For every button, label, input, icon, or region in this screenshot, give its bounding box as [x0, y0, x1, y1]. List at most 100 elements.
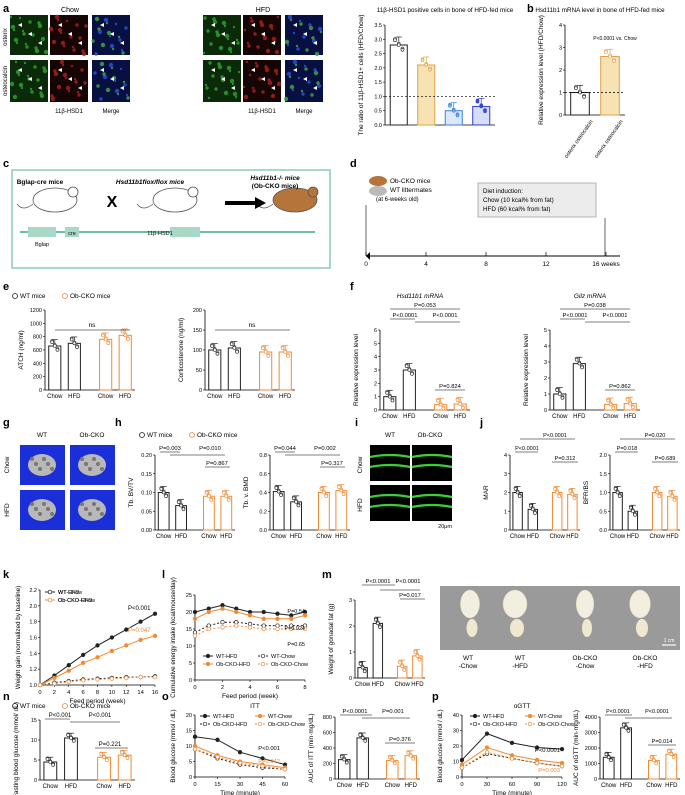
arrowhead-marker: [58, 68, 62, 72]
data-point: [475, 99, 480, 104]
micrograph: [50, 15, 88, 55]
cell-signal: [77, 93, 81, 97]
panel-letter-l: l: [162, 569, 165, 581]
cell-signal: [29, 87, 33, 91]
panel-letter-a: a: [3, 3, 10, 15]
cell-signal: [289, 84, 295, 90]
cell-signal: [37, 23, 43, 29]
calcein-label-line: [369, 463, 411, 469]
series-point: [192, 734, 198, 739]
bar: [203, 495, 215, 531]
cell-signal: [288, 75, 292, 79]
cell-signal: [302, 35, 306, 39]
p-pvalue: P<0.0001: [645, 709, 669, 715]
trabecular-bone: [28, 499, 56, 521]
series-point: [237, 760, 243, 766]
y-axis-label: Relative expression level (HFD/Chow): [538, 15, 545, 125]
data-point: [101, 333, 105, 338]
series-point: [138, 637, 143, 643]
data-point: [66, 733, 70, 737]
bar: [620, 727, 632, 780]
y-tick-label: 400: [33, 361, 42, 367]
x-tick-label: Chow: [646, 783, 662, 789]
y-tick-label: 2: [374, 381, 377, 387]
bar: [570, 92, 590, 116]
y-tick-label: 0: [39, 388, 42, 394]
legend-marker: [257, 721, 263, 727]
cell-signal: [246, 41, 250, 45]
y-tick-label: 1.0: [29, 683, 37, 689]
cell-signal: [294, 63, 298, 67]
data-point: [161, 490, 166, 495]
cell-signal: [214, 87, 218, 91]
y-axis-label: Corticosterone (ng/ml): [178, 318, 185, 382]
cell-signal: [123, 83, 127, 87]
x-tick-label: HFD: [228, 394, 241, 400]
series-point: [80, 660, 86, 665]
arrowhead-marker: [261, 32, 265, 36]
panel-letter-e: e: [3, 281, 9, 293]
cell-signal: [43, 49, 49, 55]
y-tick-label: 0: [349, 676, 352, 682]
data-point: [461, 406, 465, 410]
cell-signal: [39, 91, 43, 95]
x-tick-label: HFD: [627, 534, 640, 540]
cell-signal: [118, 38, 122, 42]
y-tick-label: 3: [504, 472, 507, 478]
data-point: [617, 494, 622, 498]
data-point: [164, 494, 168, 498]
y-tick-label: 0.0: [599, 528, 607, 534]
b-title: Hsd11b1 mRNA level in bone of HFD-fed mi…: [535, 7, 665, 14]
x-tick-label: 8: [303, 685, 306, 691]
d-tick-label: 12: [542, 261, 550, 268]
data-point: [123, 333, 128, 338]
trabecular-pore: [30, 457, 34, 461]
p-pvalue: P=0.003: [538, 768, 560, 774]
y-tick-label: 4: [544, 344, 547, 350]
y-tick-label: 20: [453, 744, 459, 750]
bar: [444, 110, 463, 126]
bar: [667, 495, 678, 531]
cell-signal: [261, 90, 265, 94]
m-pvalue: P<0.0001: [396, 579, 421, 585]
x-tick-label: HFD: [665, 783, 678, 789]
series-point: [289, 616, 294, 621]
data-point: [358, 733, 362, 737]
cell-signal: [292, 31, 296, 35]
data-point: [621, 723, 626, 727]
series-point: [559, 764, 565, 769]
cell-signal: [9, 81, 15, 87]
m-pvalue: P<0.0001: [366, 579, 391, 585]
y-tick-label: 1.6: [29, 636, 37, 642]
y-tick-label: 0: [189, 678, 192, 684]
p-pvalue: P<0.0001: [606, 709, 630, 715]
f-pvalue: P<0.0001: [563, 313, 588, 319]
y-tick-label: 0.0: [374, 123, 382, 129]
cell-signal: [113, 79, 117, 83]
data-point: [483, 109, 487, 114]
x-tick-label: HFD: [220, 534, 233, 540]
cell-signal: [273, 68, 279, 74]
cell-signal: [209, 42, 213, 46]
data-point: [210, 344, 214, 348]
cell-signal: [242, 85, 246, 89]
series-point: [234, 623, 239, 628]
arrowhead-marker: [28, 32, 32, 36]
fat-pad: [575, 589, 595, 619]
data-point: [555, 388, 559, 392]
n-pvalue: P<0.001: [49, 713, 72, 719]
cell-signal: [224, 33, 230, 39]
y-axis-label: Blood glucose (mmol / dL): [170, 709, 177, 782]
x-tick-label: Chow: [433, 414, 449, 420]
data-point: [413, 650, 418, 654]
cell-signal: [297, 76, 301, 80]
legend-label: Ob-CKO-Chow: [538, 722, 575, 728]
data-point: [45, 757, 50, 761]
data-point: [106, 341, 111, 345]
cell-signal: [120, 48, 124, 52]
c-obcko: (Ob-CKO mice): [252, 183, 299, 190]
cell-signal: [71, 45, 75, 49]
trabecular-pore: [92, 502, 96, 506]
bglap-cre-mouse-tail: [16, 203, 34, 209]
cell-signal: [20, 86, 24, 90]
